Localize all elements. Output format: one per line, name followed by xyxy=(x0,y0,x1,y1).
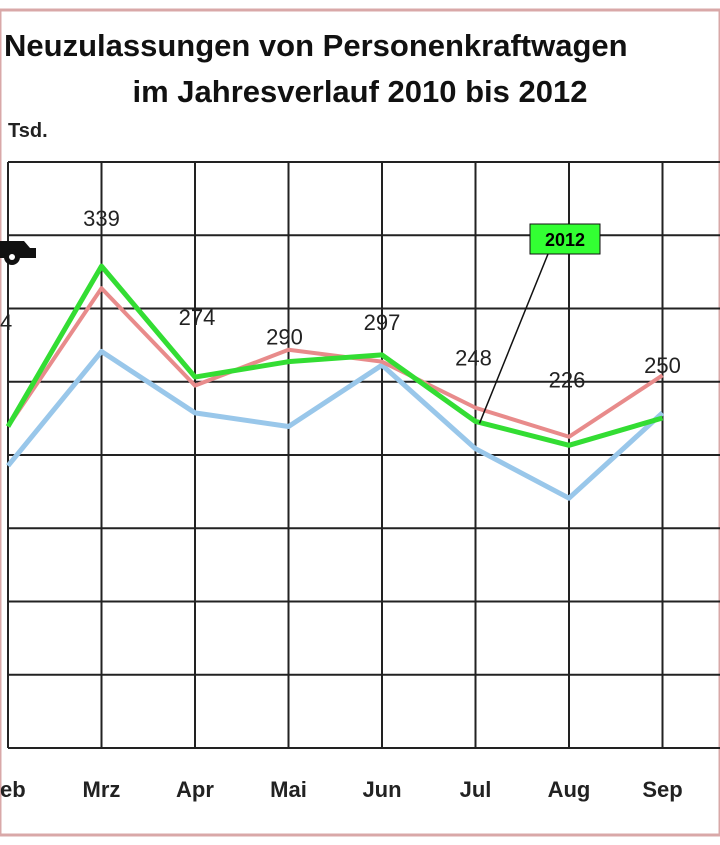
x-tick-label: Mrz xyxy=(83,777,121,802)
legend-label-2012: 2012 xyxy=(545,230,585,250)
x-tick-label: Apr xyxy=(176,777,214,802)
y-axis-unit-label: Tsd. xyxy=(8,120,48,142)
value-label-sep: 250 xyxy=(644,353,681,378)
x-tick-label: Aug xyxy=(548,777,591,802)
value-label-apr: 274 xyxy=(179,305,216,330)
x-tick-label: eb xyxy=(0,777,26,802)
x-tick-label: Jul xyxy=(460,777,492,802)
outer-border xyxy=(0,8,720,837)
x-tick-label: Sep xyxy=(642,777,682,802)
chart-subtitle: im Jahresverlauf 2010 bis 2012 xyxy=(132,74,588,109)
series-lines xyxy=(5,263,665,501)
car-icon xyxy=(0,241,36,265)
grid xyxy=(0,8,720,837)
series-line-2011 xyxy=(6,286,664,439)
legend-box xyxy=(529,223,601,255)
chart-title: Neuzulassungen von Personenkraftwagen xyxy=(4,28,628,63)
value-labels: 4 339 274 290 297 248 226 250 xyxy=(0,206,681,392)
value-label-aug: 226 xyxy=(549,367,586,392)
value-label-mai: 290 xyxy=(266,325,303,350)
x-tick-label: Mai xyxy=(270,777,307,802)
value-label-jul: 248 xyxy=(455,345,492,370)
legend-leader-line xyxy=(478,253,549,424)
x-tick-labels: eb Mrz Apr Mai Jun Jul Aug Sep xyxy=(0,777,683,802)
value-label-feb: 4 xyxy=(0,310,12,335)
series-line-2010 xyxy=(6,348,665,501)
legend: 2012 xyxy=(478,223,601,424)
value-label-jun: 297 xyxy=(364,310,401,335)
series-line-2012 xyxy=(5,263,664,448)
value-label-mrz: 339 xyxy=(83,206,120,231)
x-tick-label: Jun xyxy=(362,777,401,802)
